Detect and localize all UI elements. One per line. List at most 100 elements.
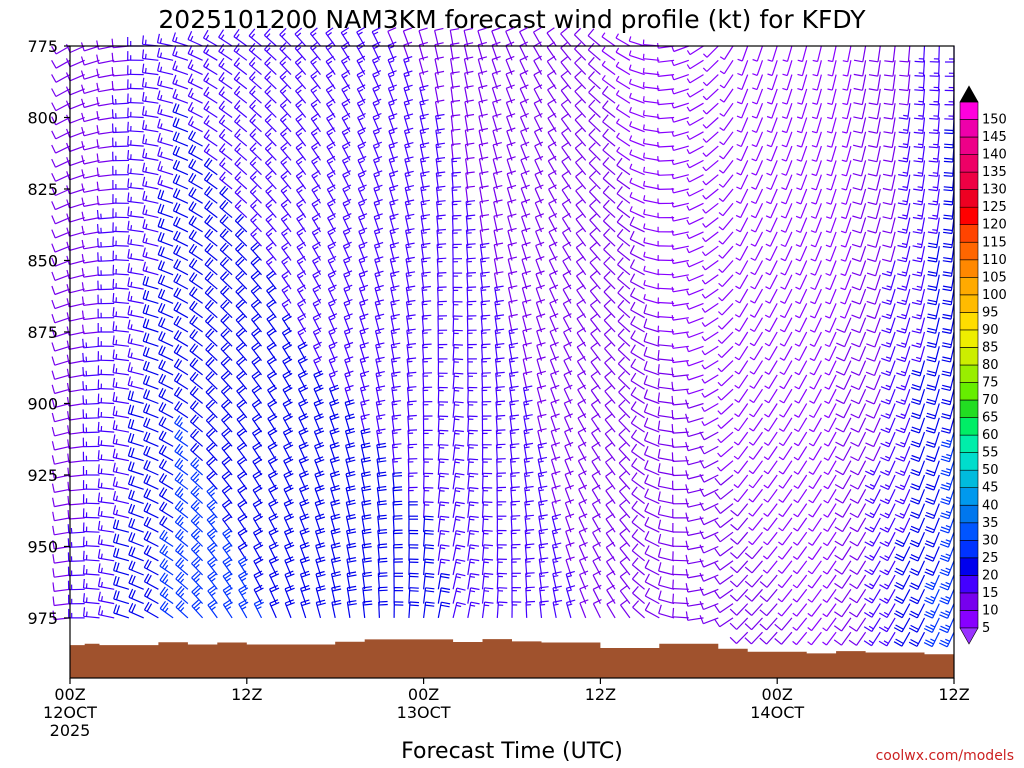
wind-barb [83,607,100,619]
wind-barb [616,243,631,261]
wind-barb [159,529,174,548]
wind-barb [895,460,911,477]
wind-barb [465,157,475,175]
wind-barb [221,399,233,419]
wind-barb [880,460,896,476]
colorbar-under-arrow [959,627,979,645]
wind-barb [467,444,478,461]
wind-barb [717,374,734,387]
wind-barb [840,231,852,248]
wind-barb [52,554,71,564]
wind-barb [671,381,689,392]
wind-barb [67,495,85,506]
wind-barb [939,617,955,634]
wind-barb [591,413,601,433]
wind-barb [127,164,144,176]
wind-barb [657,198,675,205]
wind-barb [112,505,130,519]
wind-barb [127,376,144,390]
wind-barb [218,86,233,104]
wind-barb [219,200,233,219]
wind-barb [630,358,645,376]
wind-barb [588,71,601,90]
wind-barb [51,285,71,296]
wind-barb [618,470,631,490]
wind-barb [311,155,321,176]
wind-barb [882,188,896,206]
wind-barb [128,489,144,505]
wind-barb [943,188,955,206]
wind-barb [686,302,704,310]
wind-barb [879,503,896,519]
wind-barb [532,27,543,47]
wind-barb [686,202,704,211]
wind-barb [671,74,689,81]
wind-barb [925,460,940,477]
colorbar: 5101520253035404550556065707580859095100… [959,85,1007,645]
wind-barb [701,274,719,285]
wind-barb [864,574,881,590]
wind-barb [496,501,507,518]
wind-barb [560,56,572,75]
wind-barb [823,417,837,433]
wind-barb [729,574,749,588]
wind-barb [560,27,572,47]
wind-barb [899,60,911,77]
wind-barb [629,287,645,304]
wind-barb [913,146,926,163]
colorbar-label: 115 [982,235,1007,250]
wind-barb [175,585,189,605]
wind-barb [97,308,115,319]
wind-barb [686,217,704,225]
wind-barb [735,203,749,219]
wind-barb [714,617,734,628]
wind-barb [467,601,480,619]
wind-barb [51,187,71,197]
wind-barb [423,429,433,447]
wind-barb [765,260,778,276]
y-tick-label: 900 [27,394,58,413]
wind-barb [849,588,867,604]
wind-barb [826,174,837,191]
wind-barb [66,340,85,350]
wind-barb [235,256,248,276]
wind-barb [911,331,926,348]
wind-barb [734,345,749,361]
wind-barb [187,45,203,61]
wind-barb [879,603,896,619]
wind-barb [865,374,881,391]
wind-barb [605,556,616,576]
wind-barb [172,188,189,204]
wind-barb [481,529,493,547]
wind-barb [157,62,174,76]
wind-barb [643,445,660,462]
wind-barb [940,474,955,491]
wind-barb [587,28,601,47]
wind-barb [560,70,572,90]
wind-barb [268,498,279,519]
wind-barb [390,285,400,304]
wind-barb [643,166,660,176]
wind-barb [671,343,689,349]
wind-barb [863,631,881,647]
wind-barb [250,256,262,276]
wind-barb [777,588,793,603]
wind-barb [423,515,434,533]
wind-barb [451,214,462,232]
wind-barb [729,588,749,602]
wind-barb [671,395,689,406]
wind-barb [879,574,896,590]
wind-barb [508,342,519,361]
wind-barb [481,343,491,361]
wind-barb [794,360,808,376]
wind-barb [730,503,749,517]
wind-barb [642,96,660,104]
wind-barb [782,88,793,105]
wind-barb [617,314,631,333]
wind-barb [479,199,489,218]
wind-barb [927,288,940,306]
wind-barb [714,488,734,500]
wind-barb [748,460,763,475]
wind-barb [112,434,130,447]
wind-barb [346,571,357,590]
